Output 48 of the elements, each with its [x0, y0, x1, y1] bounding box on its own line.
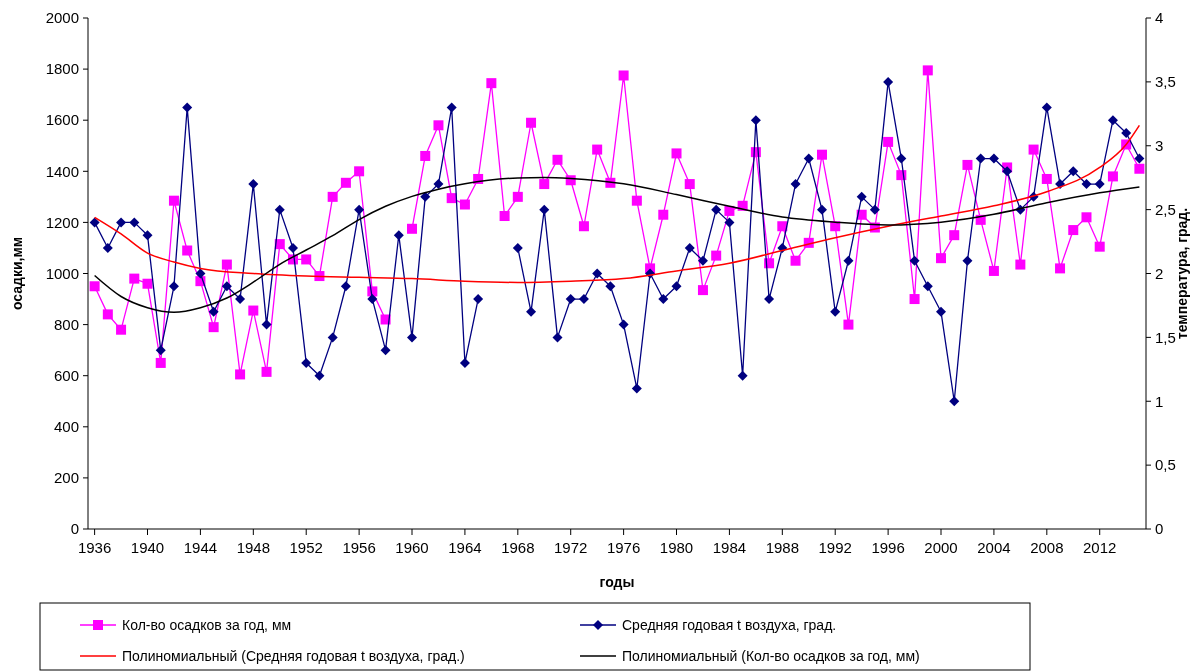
x-tick-label: 1992	[818, 539, 852, 556]
y-axis-title: осадки,мм	[9, 236, 25, 311]
y2-tick-label: 3	[1155, 137, 1164, 154]
y2-tick-label: 0	[1155, 520, 1164, 538]
x-tick-label: 1972	[554, 539, 588, 556]
x-tick-label: 1940	[130, 539, 165, 556]
y-tick-label: 400	[53, 418, 79, 436]
x-tick-label: 1968	[501, 539, 535, 556]
y2-tick-label: 2	[1155, 264, 1164, 282]
y2-axis-title: температура, град.	[1174, 207, 1190, 340]
y-tick-label: 800	[53, 315, 79, 333]
y-tick-label: 1200	[45, 213, 79, 231]
line-series	[93, 176, 1141, 314]
x-tick-label: 2000	[924, 539, 958, 556]
x-tick-label: 1996	[871, 539, 905, 556]
y2-tick-label: 0,5	[1155, 456, 1176, 474]
y-tick-label: 1400	[45, 162, 79, 180]
y-tick-label: 0	[70, 520, 79, 538]
x-tick-label: 1948	[236, 539, 270, 556]
x-tick-label: 2012	[1083, 539, 1117, 556]
y2-tick-label: 1	[1155, 392, 1164, 410]
legend-label: Средняя годовая t воздуха, град.	[622, 616, 837, 633]
x-tick-label: 2008	[1030, 539, 1064, 556]
x-tick-label: 1960	[395, 539, 429, 556]
x-tick-label: 1976	[606, 539, 641, 556]
x-tick-label: 2004	[977, 539, 1011, 556]
y-tick-label: 200	[53, 469, 79, 487]
x-tick-label: 1964	[448, 539, 482, 556]
y-tick-label: 1600	[45, 111, 79, 129]
x-axis-title: годы	[599, 574, 635, 590]
y2-tick-label: 2,5	[1155, 200, 1176, 218]
x-tick-label: 1956	[342, 539, 376, 556]
x-tick-label: 1980	[659, 539, 694, 556]
y-tick-label: 1000	[45, 264, 79, 282]
x-tick-label: 1984	[712, 539, 747, 556]
x-tick-label: 1988	[765, 539, 799, 556]
y-tick-label: 600	[53, 366, 79, 384]
x-tick-label: 1952	[289, 539, 323, 556]
legend-label: Кол-во осадков за год, мм	[122, 616, 292, 633]
y-tick-label: 1800	[45, 60, 79, 78]
y2-tick-label: 1,5	[1155, 328, 1176, 346]
x-tick-label: 1936	[77, 539, 112, 556]
legend-label: Полиномиальный (Средняя годовая t воздуха, град.)	[122, 647, 465, 664]
y2-tick-label: 4	[1155, 9, 1164, 27]
x-tick-label: 1944	[183, 539, 218, 556]
y2-tick-label: 3,5	[1155, 73, 1176, 91]
legend-label: Полиномиальный (Кол-во осадков за год, мм)	[622, 647, 920, 664]
y-tick-label: 2000	[45, 9, 79, 27]
